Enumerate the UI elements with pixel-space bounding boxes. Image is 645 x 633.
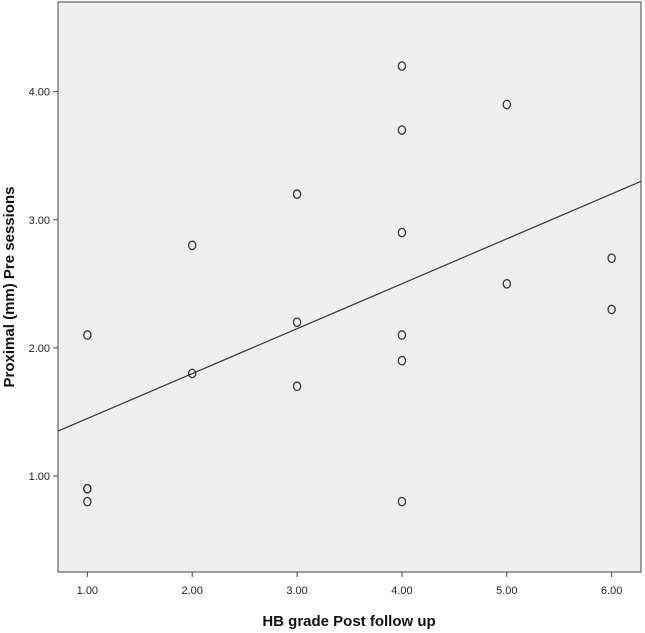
x-axis: 1.00 2.00 3.00 4.00 5.00 6.00	[77, 572, 622, 597]
y-axis-title: Proximal (mm) Pre sessions	[1, 187, 18, 388]
data-point	[502, 99, 512, 110]
regression-fit-line-group	[57, 180, 642, 432]
data-point	[187, 240, 197, 251]
data-point	[83, 330, 92, 340]
data-point	[397, 355, 407, 366]
x-tick-label: 5.00	[496, 585, 517, 597]
plot-area	[57, 1, 642, 573]
y-axis: 1.00 2.00 3.00 4.00	[29, 87, 58, 483]
regression-line	[57, 180, 642, 432]
data-points	[83, 61, 616, 507]
data-point	[607, 253, 616, 264]
x-tick-label: 3.00	[286, 585, 307, 597]
data-point	[607, 304, 616, 315]
y-tick-label: 1.00	[29, 471, 50, 483]
data-point	[502, 278, 512, 289]
y-tick-label: 3.00	[29, 215, 50, 227]
data-point	[397, 227, 407, 238]
data-point	[397, 125, 407, 135]
data-point	[292, 381, 302, 392]
data-point	[83, 483, 92, 494]
x-tick-label: 1.00	[77, 585, 98, 597]
data-point	[83, 496, 92, 507]
x-tick-label: 4.00	[391, 585, 412, 597]
x-tick-label: 6.00	[601, 585, 622, 597]
data-point	[187, 368, 197, 379]
data-point	[292, 189, 302, 199]
data-point	[397, 61, 407, 71]
y-tick-label: 2.00	[29, 343, 50, 355]
y-tick-label: 4.00	[29, 87, 50, 99]
data-point	[397, 330, 407, 340]
data-point	[292, 317, 302, 328]
x-axis-title: HB grade Post follow up	[262, 613, 435, 630]
data-point	[397, 496, 407, 507]
x-tick-label: 2.00	[182, 585, 203, 597]
